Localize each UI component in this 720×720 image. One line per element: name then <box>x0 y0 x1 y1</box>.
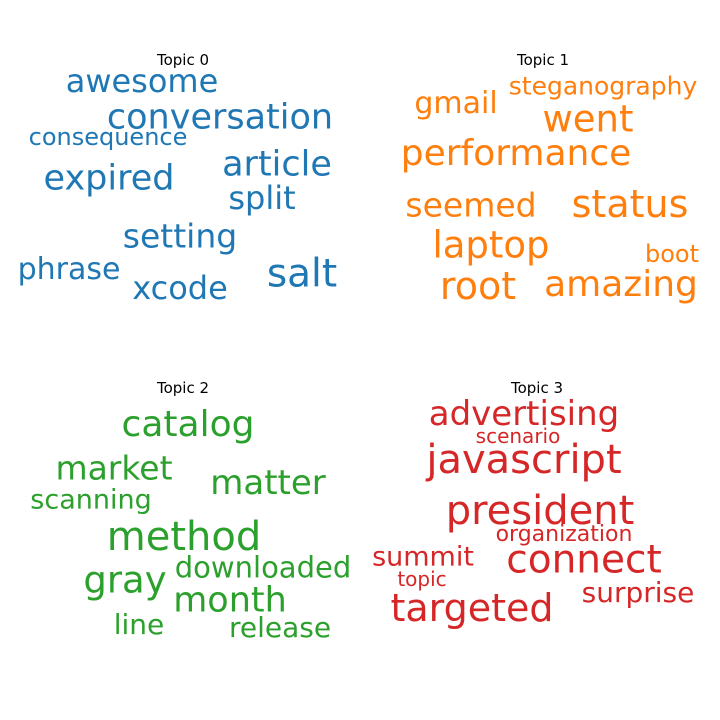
word-surprise: surprise <box>581 576 695 609</box>
topic-2-title: Topic 2 <box>156 379 210 397</box>
word-summit: summit <box>372 541 474 573</box>
word-market: market <box>55 448 173 488</box>
topic-3-title: Topic 3 <box>510 379 564 397</box>
word-salt: salt <box>266 251 338 297</box>
word-javascript: javascript <box>426 437 622 483</box>
word-organization: organization <box>495 522 633 547</box>
word-steganography: steganography <box>508 71 698 101</box>
word-president: president <box>445 488 635 534</box>
word-gray: gray <box>83 558 167 602</box>
word-catalog: catalog <box>121 404 255 445</box>
word-boot: boot <box>644 240 700 268</box>
word-line: line <box>113 608 165 641</box>
topic-0-title: Topic 0 <box>156 51 210 69</box>
topic-0-panel: Topic 0 awesome conversation consequence… <box>0 0 360 360</box>
word-performance: performance <box>400 133 632 174</box>
word-went: went <box>542 97 634 141</box>
word-consequence: consequence <box>28 123 188 151</box>
word-root: root <box>439 264 517 308</box>
word-xcode: xcode <box>132 269 228 307</box>
word-setting: setting <box>122 216 238 256</box>
word-targeted: targeted <box>390 586 554 630</box>
topic-1-title: Topic 1 <box>516 51 570 69</box>
word-month: month <box>173 580 287 621</box>
word-laptop: laptop <box>432 223 550 267</box>
word-matter: matter <box>210 463 326 503</box>
word-scenario: scenario <box>475 424 561 448</box>
word-downloaded: downloaded <box>174 550 352 585</box>
topic-3-panel: Topic 3 advertising scenario javascript … <box>360 328 720 688</box>
topic-1-panel: Topic 1 steganography gmail went perform… <box>360 0 720 360</box>
word-expired: expired <box>43 158 175 199</box>
word-awesome: awesome <box>65 62 219 100</box>
word-method: method <box>106 514 262 560</box>
topic-2-panel: Topic 2 catalog market matter scanning m… <box>0 328 360 688</box>
word-article: article <box>222 144 332 185</box>
word-status: status <box>571 182 689 226</box>
word-conversation: conversation <box>106 97 334 138</box>
word-gmail: gmail <box>414 86 498 121</box>
word-topic: topic <box>397 567 447 591</box>
word-seemed: seemed <box>405 185 537 225</box>
word-amazing: amazing <box>544 264 698 305</box>
word-connect: connect <box>506 537 662 583</box>
word-scanning: scanning <box>30 484 152 516</box>
word-advertising: advertising <box>428 394 620 434</box>
word-release: release <box>228 611 332 644</box>
word-phrase: phrase <box>17 252 121 287</box>
word-split: split <box>228 179 296 217</box>
